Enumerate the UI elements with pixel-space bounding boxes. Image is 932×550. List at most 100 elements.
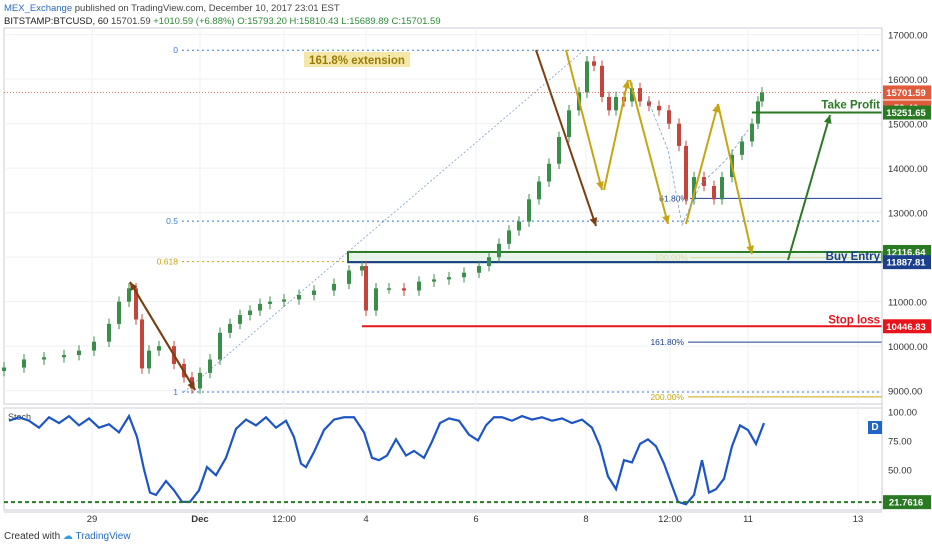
x-tick-label: 13 — [853, 514, 864, 525]
y-tick-label: 9000.00 — [888, 387, 922, 398]
gold-arrow-head — [746, 245, 755, 254]
candle-body — [92, 341, 96, 351]
candle-body — [22, 359, 26, 368]
y-tick-label: 15000.00 — [888, 120, 928, 131]
candle-body — [557, 137, 561, 164]
gold-arrow-head — [662, 215, 670, 224]
last-price-badge-bg — [883, 85, 931, 100]
candle-body — [677, 123, 681, 146]
stoch-support-badge: 21.7616 — [889, 498, 923, 509]
candle-body — [712, 185, 716, 200]
last-price-badge: 15701.59 — [886, 88, 926, 99]
candle-body — [760, 92, 764, 102]
take-profit-label: Take Profit — [821, 100, 880, 112]
extension-label: 161.8% extension — [309, 55, 405, 67]
author-name[interactable]: MEX_Exchange — [4, 3, 73, 14]
fib-level-label: 0.618 — [157, 257, 179, 267]
candle-body — [585, 61, 589, 93]
candle-body — [684, 145, 688, 200]
green-arrow — [787, 114, 831, 261]
candle-body — [2, 367, 6, 372]
candle-body — [140, 319, 144, 369]
candle-body — [507, 230, 511, 244]
candle-body — [614, 96, 618, 111]
candle-body — [537, 181, 541, 200]
y-tick-label: 13000.00 — [888, 209, 928, 220]
candle-body — [198, 372, 202, 389]
candle-body — [657, 105, 661, 111]
candle-body — [77, 350, 81, 356]
last-price: 15701.59 — [110, 16, 151, 27]
fib-level-label: 161.80% — [650, 337, 684, 347]
x-tick-label: 8 — [583, 514, 588, 525]
brown-arrow — [129, 281, 196, 391]
projection-path — [647, 99, 749, 227]
ohlc-values: O:15793.20 H:15810.43 L:15689.89 C:15701… — [237, 16, 441, 27]
tradingview-brand[interactable]: TradingView — [75, 531, 131, 542]
y-tick-label: 17000.00 — [888, 31, 928, 42]
candle-body — [134, 288, 138, 320]
candle-body — [547, 163, 551, 182]
candle-body — [248, 310, 252, 316]
symbol-label: BITSTAMP:BTCUSD, 60 — [4, 16, 109, 27]
candle-body — [647, 101, 651, 106]
buy-entry-label: Buy Entry — [826, 251, 881, 263]
stop-loss-badge: 10446.83 — [886, 322, 926, 333]
candle-body — [297, 294, 301, 300]
take-profit-badge: 15251.65 — [886, 108, 926, 119]
fib-level-label: 0.5 — [166, 216, 178, 226]
x-tick-label: 4 — [363, 514, 368, 525]
gold-arrow — [603, 79, 629, 191]
candle-body — [462, 272, 466, 278]
candle-body — [218, 332, 222, 360]
candle-body — [312, 290, 316, 295]
candle-body — [517, 221, 521, 231]
x-tick-label: Dec — [191, 514, 208, 525]
stoch-y-tick-label: 50.00 — [888, 465, 912, 476]
stoch-y-tick-label: 100.00 — [888, 407, 917, 418]
main-pane-frame — [3, 27, 883, 405]
fib-level-label: 61.80% — [659, 193, 688, 203]
stoch-support-badge-bg — [883, 495, 931, 510]
chart-header: MEX_Exchange published on TradingView.co… — [4, 2, 441, 28]
brown-arrow-head — [589, 217, 598, 226]
candle-body — [567, 110, 571, 138]
footer: Created with ☁ TradingView — [4, 531, 131, 542]
candle-body — [42, 357, 46, 360]
candle-body — [208, 359, 212, 373]
candle-body — [374, 288, 378, 311]
fib-level-label: 1 — [173, 387, 178, 397]
candle-body — [750, 123, 754, 142]
tradingview-logo-icon: ☁ — [62, 531, 73, 542]
candle-body — [127, 288, 131, 302]
candle-body — [360, 266, 364, 271]
candle-body — [332, 283, 336, 291]
x-tick-label: 29 — [87, 514, 98, 525]
x-tick-label: 11 — [743, 514, 753, 525]
brown-arrow-head — [187, 381, 195, 390]
gold-arrow-head — [622, 80, 631, 89]
gold-arrow — [565, 49, 603, 191]
candle-body — [432, 279, 436, 282]
gold-arrow — [629, 79, 669, 225]
candle-body — [117, 301, 121, 324]
candle-body — [417, 281, 421, 291]
candle-body — [607, 96, 611, 111]
candle-body — [638, 88, 642, 102]
candle-body — [364, 266, 368, 311]
candle-body — [600, 65, 604, 97]
take-profit-badge-bg — [883, 105, 931, 120]
extension-label-bg — [304, 52, 410, 67]
candle-body — [702, 177, 706, 186]
candle-body — [268, 301, 272, 304]
candle-body — [527, 199, 531, 222]
candle-body — [692, 177, 696, 200]
fib-level-label: 0 — [173, 45, 178, 55]
x-tick-label: 6 — [473, 514, 478, 525]
y-tick-label: 14000.00 — [888, 164, 928, 175]
d-indicator-icon[interactable]: D — [868, 421, 882, 434]
candle-body — [447, 277, 451, 280]
y-tick-label: 16000.00 — [888, 75, 928, 86]
stoch-pane-frame — [3, 407, 883, 511]
